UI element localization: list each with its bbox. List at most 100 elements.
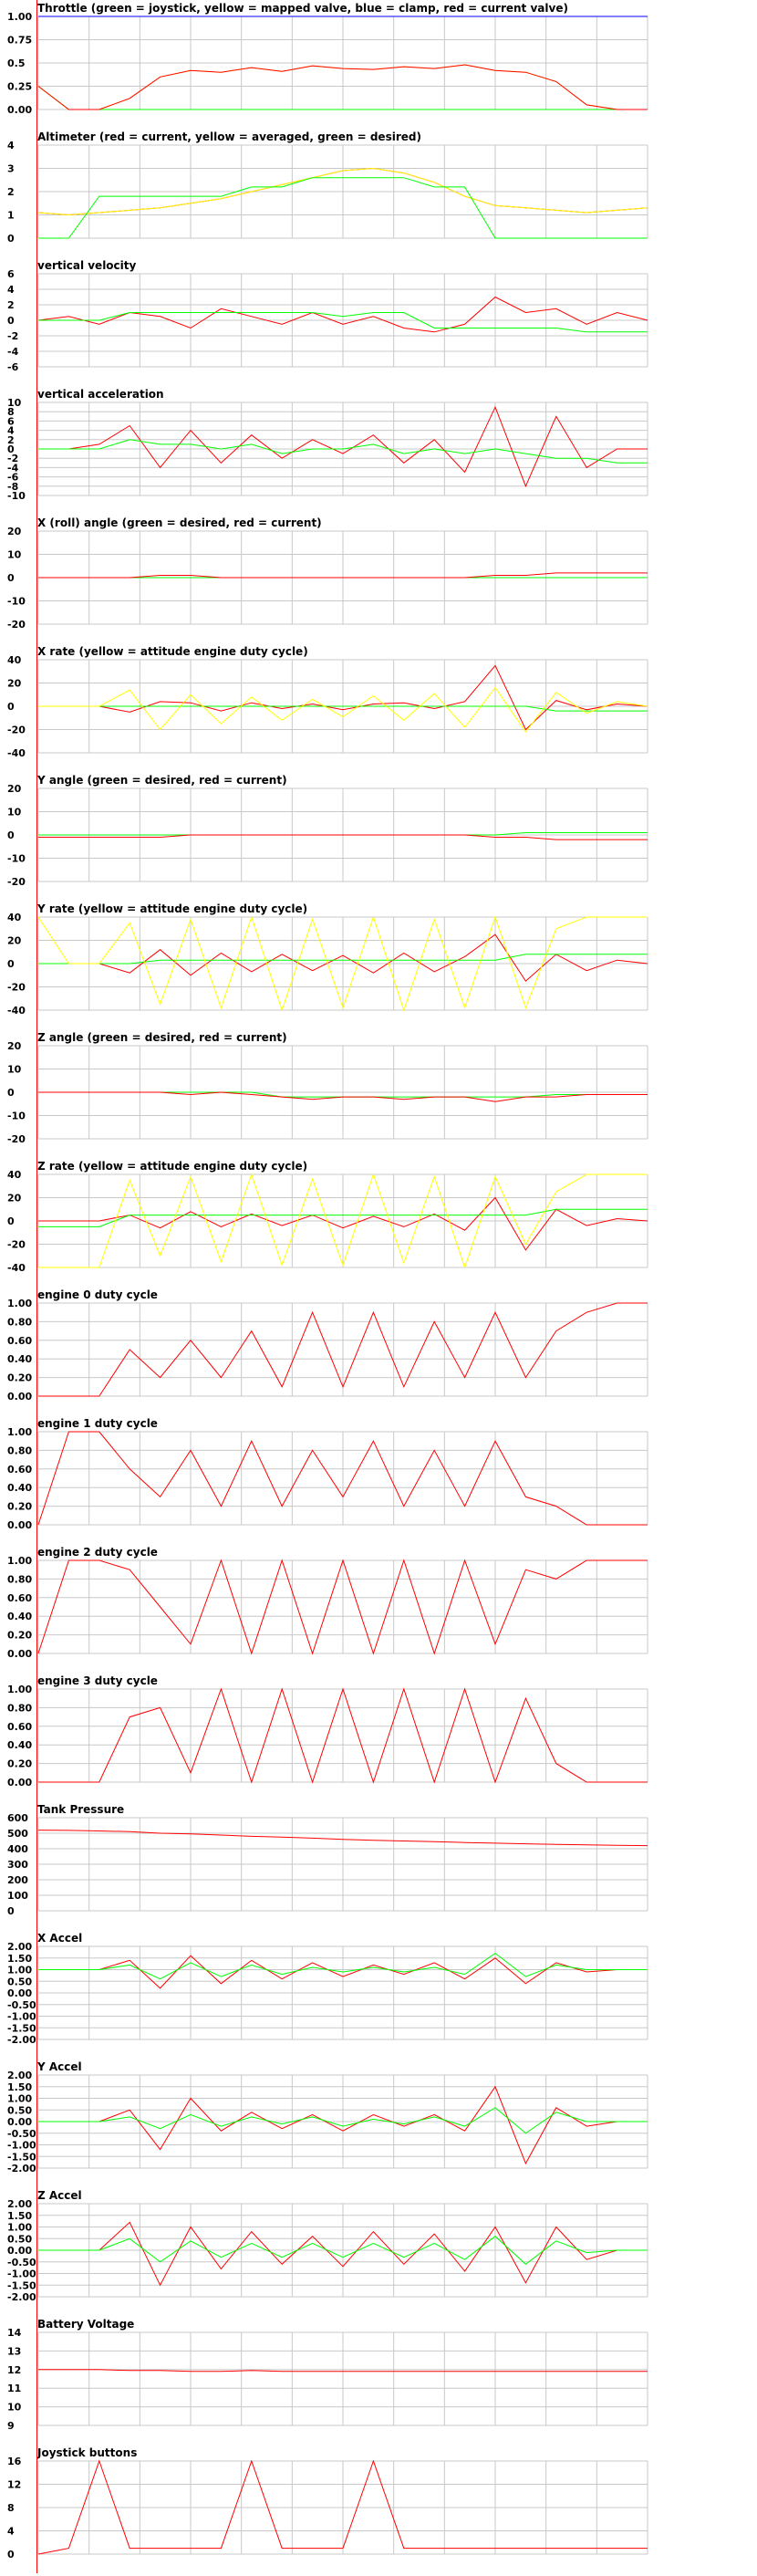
y-tick-label: -4 [7,346,19,358]
series-line [37,2459,648,2555]
y-tick-label: 0 [7,443,15,455]
y-tick-label: 2.00 [7,2070,32,2081]
y-tick-label: 0.00 [7,1987,32,1999]
y-tick-label: 10 [7,2402,22,2414]
series-line [38,439,648,464]
y-tick-label: -2.00 [7,2291,36,2303]
y-tick-label: 6 [7,268,15,280]
chart-panel: engine 1 duty cycle 1.00 0.80 0.60 0.40 0.20 0… [0,1415,757,1547]
y-tick-label: 2 [7,186,15,198]
y-tick-label: 8 [7,2502,15,2514]
chart-title: Joystick buttons [37,2446,138,2459]
chart-title: Altimeter (red = current, yellow = avera… [37,130,421,143]
chart-plot-svg: 14 13 12 11 10 9 [7,2327,648,2432]
y-tick-label: 20 [7,1193,22,1205]
y-tick-label: 20 [7,783,22,795]
y-tick-label: 10 [7,397,22,409]
y-tick-label: -40 [7,1262,26,1274]
chart-plot-svg: 20 10 0 -10 -20 [7,526,648,631]
y-tick-label: -10 [7,1111,26,1122]
y-tick-label: 0.50 [7,2104,32,2116]
y-tick-label: 0.75 [7,35,32,47]
y-tick-label: -6 [7,472,19,484]
chart-panel: X rate (yellow = attitude engine duty cy… [0,643,757,775]
chart-plot-svg: 1.00 0.80 0.60 0.40 0.20 0.00 [7,1298,648,1403]
y-tick-label: 1 [7,210,15,222]
y-tick-label: -1.50 [7,2151,36,2163]
y-tick-label: 400 [7,1843,28,1855]
y-tick-label: 0 [7,572,15,584]
series-line [38,1173,648,1269]
y-tick-label: 0 [7,1087,15,1099]
y-tick-label: 0 [7,2549,15,2560]
y-tick-label: 0 [7,829,15,841]
y-tick-label: 500 [7,1828,28,1840]
chart-panel: engine 0 duty cycle 1.00 0.80 0.60 0.40 0.20 0… [0,1287,757,1418]
series-line [38,664,648,731]
series-line [38,1196,648,1251]
chart-title: vertical velocity [37,259,137,272]
series-line [38,405,648,488]
y-tick-label: 0.00 [7,2245,32,2257]
series-line [38,933,648,982]
y-tick-label: 4 [7,425,15,437]
series-line [37,296,648,333]
y-tick-label: -2.00 [7,2163,36,2174]
chart-title: vertical acceleration [37,388,164,401]
y-tick-label: 1.00 [7,11,32,23]
chart-title: engine 3 duty cycle [37,1674,158,1687]
y-tick-label: 0.40 [7,1353,32,1365]
y-tick-label: 4 [7,2526,15,2538]
chart-panel: vertical velocity 6 4 2 0 -2 -4 -6 [0,257,757,389]
y-tick-label: 10 [7,549,22,561]
y-tick-label: -2 [7,453,18,464]
chart-title: Y rate (yellow = attitude engine duty cy… [37,902,308,915]
chart-panel: Y rate (yellow = attitude engine duty cy… [0,901,757,1032]
series-line [37,86,648,110]
chart-plot-svg: 1.00 0.80 0.60 0.40 0.20 0.00 [7,1426,648,1531]
chart-plot-svg: 1.00 0.80 0.60 0.40 0.20 0.00 [7,1684,648,1789]
series-line [38,1208,648,1227]
chart-title: engine 2 duty cycle [37,1546,158,1559]
y-tick-label: 8 [7,406,15,418]
series-line [37,1559,648,1655]
y-tick-label: 10 [7,807,22,819]
y-tick-label: 1.50 [7,1953,32,1965]
y-tick-label: 0 [7,1905,15,1917]
chart-panel: Tank Pressure 600 500 400 300 200 100 0 [0,1801,757,1933]
chart-panel: engine 3 duty cycle 1.00 0.80 0.60 0.40 0.20 0… [0,1673,757,1804]
y-tick-label: 20 [7,526,22,537]
y-tick-label: 0.20 [7,1758,32,1770]
y-tick-label: 6 [7,415,15,427]
chart-panel: Z Accel 2.00 1.50 1.00 0.50 0.00 -0.50 -1.00 -1.… [0,2187,757,2319]
chart-plot-svg: 1.00 0.75 0.5 0.25 0.00 [7,11,648,116]
y-tick-label: 100 [7,1890,28,1902]
y-tick-label: 0.60 [7,1592,32,1604]
chart-plot-svg: 16 12 8 4 0 [7,2456,648,2560]
y-tick-label: 1.00 [7,1298,32,1309]
series-line [38,2221,648,2287]
y-tick-label: -10 [7,490,26,502]
y-tick-label: -0.50 [7,2128,36,2140]
y-tick-label: 1.00 [7,1684,32,1695]
y-tick-label: 300 [7,1859,28,1871]
y-tick-label: 20 [7,935,22,947]
series-line [38,686,648,733]
chart-panel: Y angle (green = desired, red = current)… [0,772,757,903]
y-tick-label: -1.00 [7,2268,36,2280]
chart-panel: X Accel 2.00 1.50 1.00 0.50 0.00 -0.50 -1.00 -1.… [0,1930,757,2061]
y-tick-label: 2 [7,299,15,311]
series-line [37,915,648,1012]
series-line [38,2085,648,2165]
y-tick-label: 0 [7,1215,15,1227]
y-tick-label: 16 [7,2456,22,2467]
y-tick-label: 0.40 [7,1611,32,1622]
y-tick-label: 0.40 [7,1482,32,1494]
chart-plot-svg: 4 3 2 1 0 [7,140,648,245]
chart-title: Tank Pressure [37,1803,125,1816]
y-tick-label: -40 [7,747,26,759]
y-tick-label: -40 [7,1005,26,1017]
series-line [38,1687,648,1784]
